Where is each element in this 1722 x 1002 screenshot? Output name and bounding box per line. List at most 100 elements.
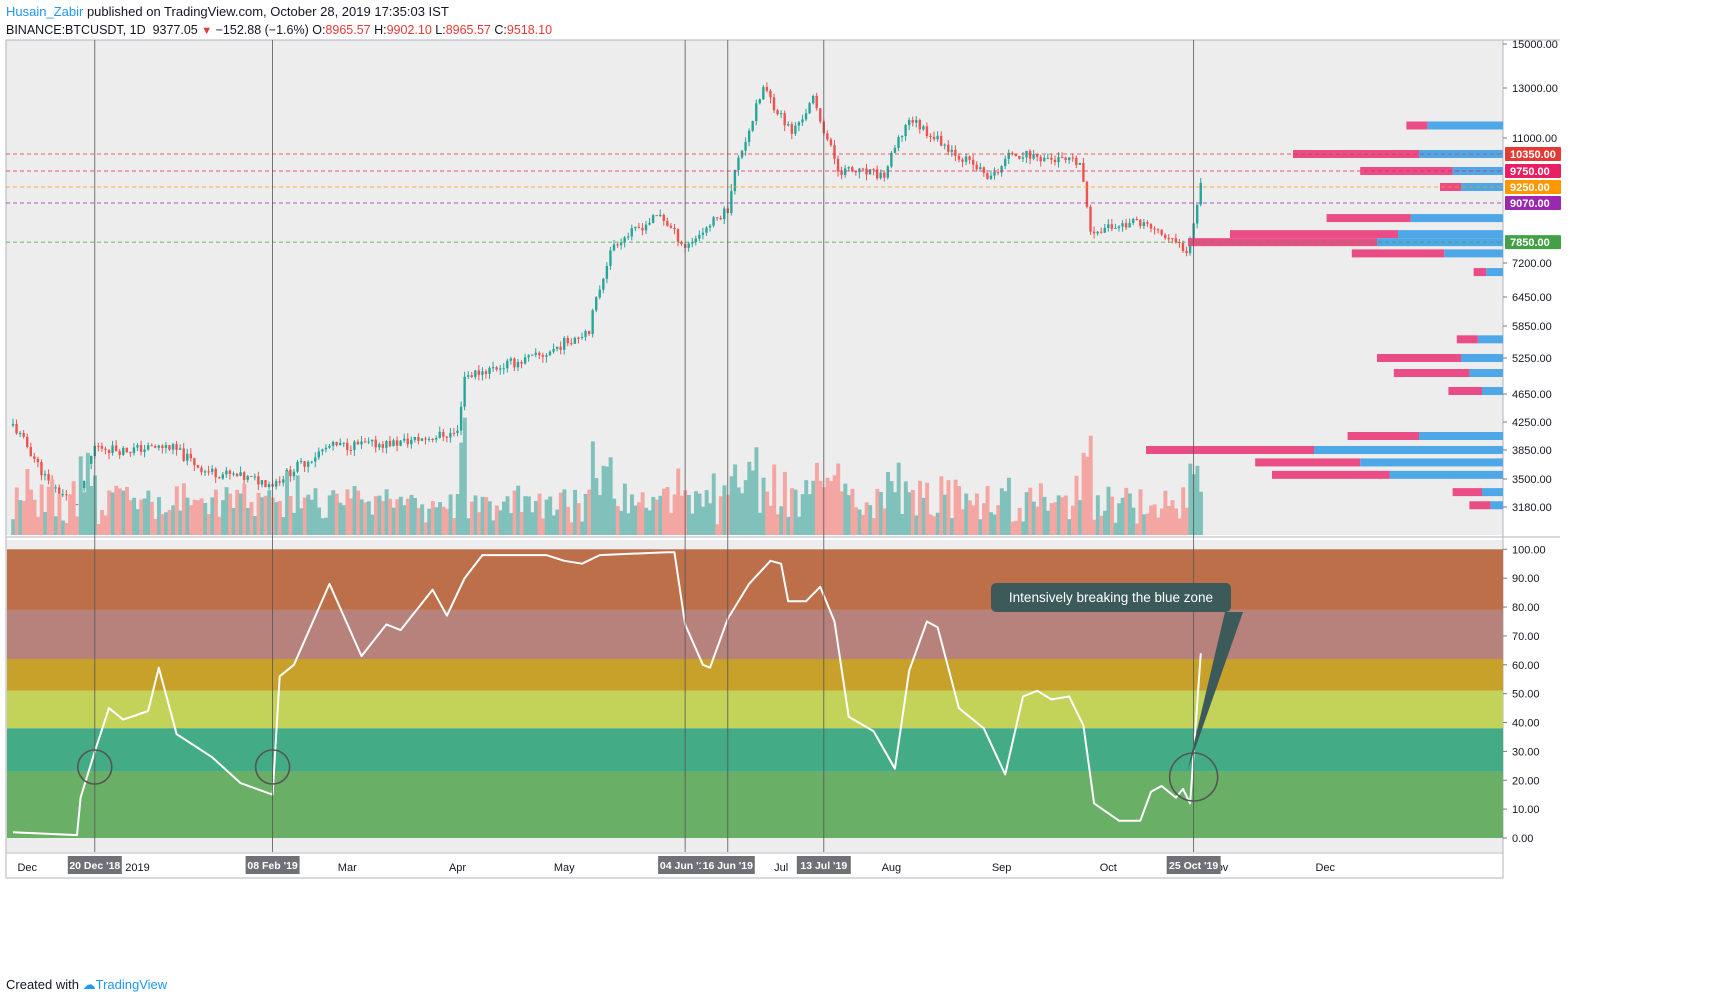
oscillator-axis-label: 60.00 xyxy=(1512,660,1540,672)
candle-body xyxy=(104,448,107,450)
volume-bar xyxy=(530,512,535,535)
volume-bar xyxy=(135,509,140,535)
volume-bar xyxy=(1198,491,1203,535)
candle-body xyxy=(139,445,143,453)
volume-bar xyxy=(715,524,720,535)
volume-bar xyxy=(128,500,133,535)
candle-body xyxy=(1199,182,1202,205)
volume-bar xyxy=(729,476,734,535)
volume-bar xyxy=(146,490,151,535)
volume-bar xyxy=(697,493,702,535)
candle-body xyxy=(40,461,43,476)
candle-body xyxy=(374,439,377,448)
candle-body xyxy=(694,238,697,243)
volume-bar xyxy=(910,489,915,535)
candle-body xyxy=(886,166,890,178)
candle-body xyxy=(189,453,193,459)
candle-body xyxy=(1181,242,1185,251)
volume-bar xyxy=(544,499,549,535)
volume-bar xyxy=(1124,487,1129,535)
volume-bar xyxy=(1021,521,1026,535)
candle-body xyxy=(1163,234,1167,239)
annotation-pointer xyxy=(1187,612,1243,770)
profile-bar-up xyxy=(1490,501,1503,510)
volume-bar xyxy=(1159,508,1164,535)
volume-bar xyxy=(249,502,254,535)
volume-bar xyxy=(601,465,606,535)
candle-body xyxy=(712,217,715,226)
candle-body xyxy=(278,481,281,483)
volume-bar xyxy=(277,500,282,535)
candle-body xyxy=(385,440,388,448)
volume-bar xyxy=(121,490,126,535)
candle-body xyxy=(932,136,936,140)
volume-bar xyxy=(1152,504,1157,535)
volume-bar xyxy=(484,497,489,535)
candle-body xyxy=(705,227,708,233)
candle-body xyxy=(200,467,203,473)
candle-body xyxy=(1071,157,1074,159)
volume-bar xyxy=(1174,508,1179,535)
volume-bar xyxy=(619,510,624,535)
volume-bar xyxy=(448,494,453,535)
candle-body xyxy=(868,169,872,175)
candle-body xyxy=(1174,238,1178,243)
volume-bar xyxy=(178,510,183,535)
volume-bar xyxy=(185,497,190,535)
volume-bar xyxy=(637,502,642,535)
volume-bar xyxy=(402,505,407,535)
candle-body xyxy=(602,278,605,290)
candle-body xyxy=(911,119,914,123)
oscillator-axis-label: 50.00 xyxy=(1512,689,1540,701)
candle-body xyxy=(779,113,783,115)
volume-bar xyxy=(473,495,478,535)
volume-bar xyxy=(832,475,837,535)
volume-bar xyxy=(160,514,165,535)
volume-bar xyxy=(1042,496,1047,535)
volume-bar xyxy=(295,475,300,535)
candle-body xyxy=(406,438,409,445)
candle-body xyxy=(733,169,737,192)
volume-bar xyxy=(722,485,727,535)
candle-body xyxy=(114,445,118,452)
candle-body xyxy=(534,352,537,355)
volume-bar xyxy=(644,507,649,535)
volume-bar xyxy=(1006,477,1011,535)
footer-credit: Created with ☁TradingView xyxy=(6,976,167,994)
candle-body xyxy=(1046,157,1050,159)
candle-body xyxy=(214,468,217,478)
volume-bar xyxy=(320,518,325,535)
volume-bar xyxy=(1145,513,1150,535)
volume-bar xyxy=(996,505,1001,535)
candle-body xyxy=(328,445,331,448)
candle-body xyxy=(143,449,146,453)
price-axis-label: 4250.00 xyxy=(1512,417,1552,429)
volume-bar xyxy=(171,505,176,535)
candle-body xyxy=(370,439,374,442)
candle-body xyxy=(893,147,897,153)
volume-bar xyxy=(701,506,706,535)
volume-bar xyxy=(377,495,382,535)
oscillator-axis-label: 0.00 xyxy=(1512,833,1533,845)
candle-body xyxy=(580,336,584,338)
candle-body xyxy=(1078,162,1082,165)
candle-body xyxy=(833,145,836,159)
candle-body xyxy=(175,444,178,450)
candle-body xyxy=(630,228,633,237)
profile-bar-down xyxy=(1293,150,1419,158)
volume-bar xyxy=(263,495,268,535)
volume-bar xyxy=(373,496,378,535)
candle-body xyxy=(239,472,242,476)
candle-body xyxy=(1196,204,1199,224)
volume-bar xyxy=(615,506,620,535)
candle-body xyxy=(1131,218,1135,223)
symbol-name[interactable]: BINANCE:BTCUSDT, 1D xyxy=(6,23,146,37)
tradingview-link[interactable]: TradingView xyxy=(95,977,168,992)
author-link[interactable]: Husain_Zabir xyxy=(6,4,84,19)
candle-body xyxy=(577,337,580,339)
candle-body xyxy=(826,133,829,140)
volume-bar xyxy=(370,514,375,535)
price-level-label: 7850.00 xyxy=(1510,237,1550,249)
volume-bar xyxy=(107,490,112,535)
